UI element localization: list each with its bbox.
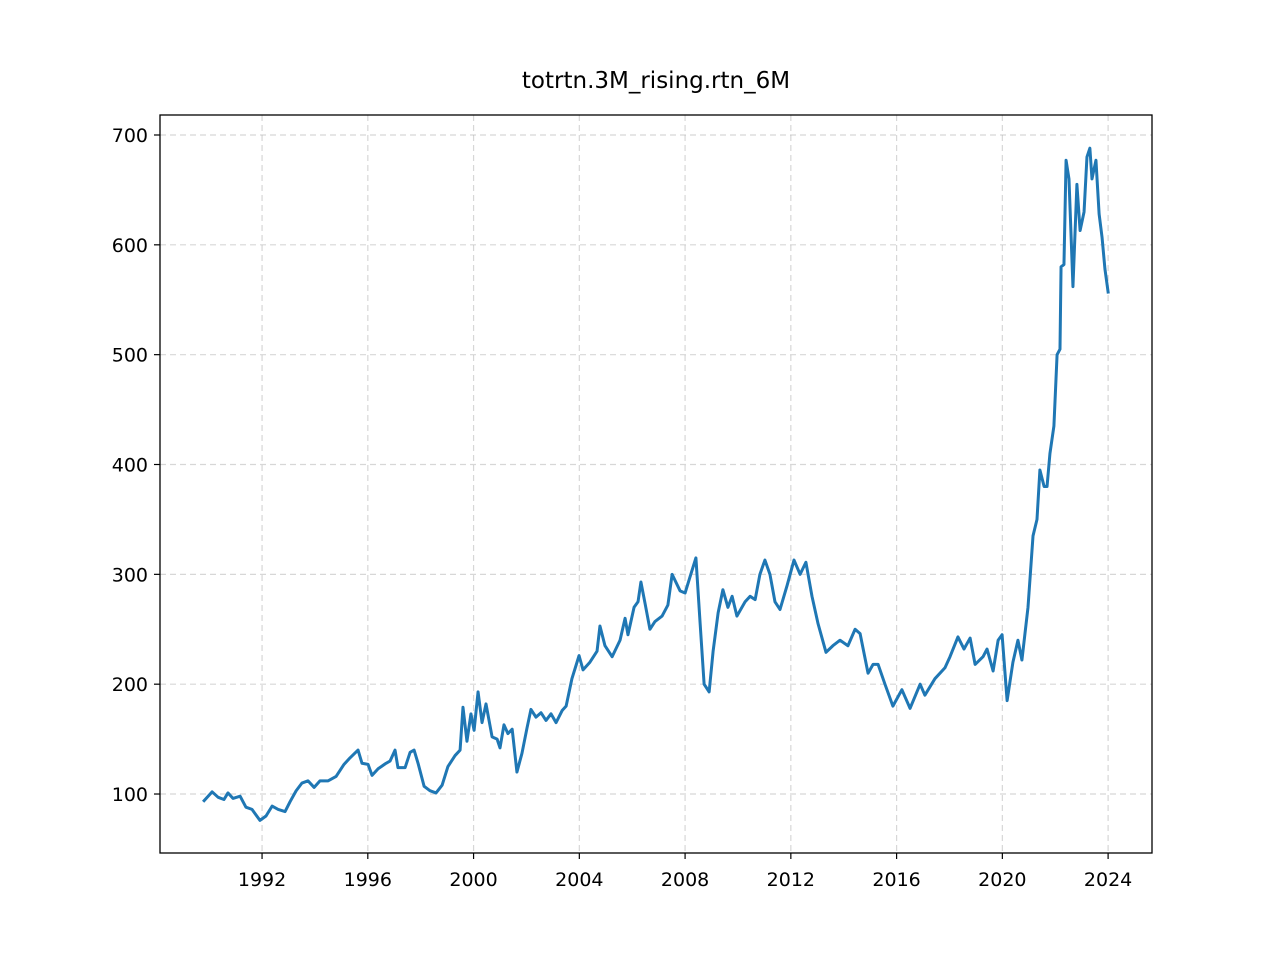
y-tick-label: 100 bbox=[112, 784, 148, 806]
y-tick-label: 600 bbox=[112, 235, 148, 257]
y-tick-label: 300 bbox=[112, 564, 148, 586]
y-tick-label: 700 bbox=[112, 125, 148, 147]
x-tick-label: 2000 bbox=[449, 869, 497, 891]
y-tick-label: 200 bbox=[112, 674, 148, 696]
y-tick-label: 500 bbox=[112, 345, 148, 367]
x-tick-label: 1996 bbox=[344, 869, 392, 891]
x-tick-label: 2020 bbox=[978, 869, 1026, 891]
x-tick-label: 2012 bbox=[767, 869, 815, 891]
ticks: 1992 1996 2000 2004 2008 2012 2016 2020 2024 100 2… bbox=[112, 125, 1133, 891]
plot-area bbox=[202, 146, 1110, 822]
axes-frame bbox=[159, 114, 1153, 854]
x-tick-label: 2024 bbox=[1084, 869, 1132, 891]
chart-title: totrtn.3M_rising.rtn_6M bbox=[522, 68, 790, 94]
x-tick-label: 2008 bbox=[661, 869, 709, 891]
x-tick-label: 2004 bbox=[555, 869, 603, 891]
y-tick-label: 400 bbox=[112, 455, 148, 477]
data-line bbox=[202, 146, 1110, 822]
x-tick-label: 1992 bbox=[238, 869, 286, 891]
grid bbox=[160, 115, 1152, 853]
x-tick-label: 2016 bbox=[872, 869, 920, 891]
